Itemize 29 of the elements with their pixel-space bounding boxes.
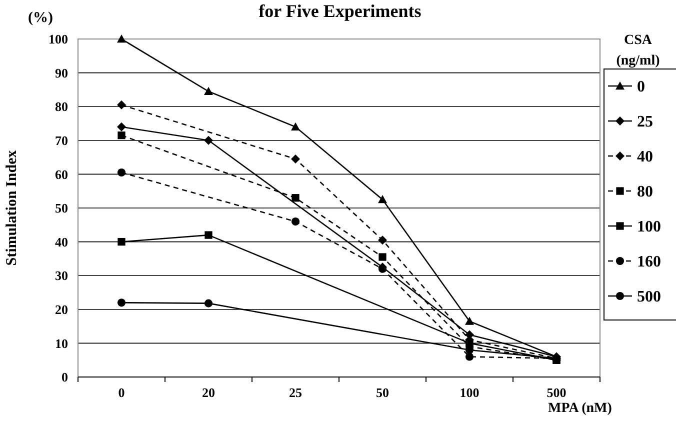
legend-label: 100: [637, 218, 661, 236]
legend-title: CSA (ng/ml): [616, 33, 660, 68]
x-tick-label: 100: [460, 385, 480, 400]
x-tick-label: 25: [289, 385, 302, 400]
legend-label: 160: [637, 254, 661, 271]
y-axis-title: Stimulation Index: [4, 150, 20, 266]
y-tick-label: 90: [55, 65, 68, 80]
legend-label: 500: [637, 288, 661, 306]
legend-label: 80: [637, 184, 653, 201]
y-tick-label: 50: [55, 200, 68, 216]
legend-label: 0: [637, 78, 645, 96]
legend-label: 40: [637, 148, 653, 166]
legend-label: 25: [637, 114, 653, 131]
x-axis-title: MPA (nM): [548, 401, 612, 416]
y-tick-label: 60: [55, 166, 68, 182]
x-tick-label: 0: [118, 385, 125, 400]
x-tick-label: 500: [546, 385, 566, 400]
chart-title: for Five Experiments: [258, 1, 422, 21]
y-tick-label: 100: [48, 32, 68, 47]
y-tick-label: 10: [55, 336, 68, 351]
y-tick-label: 80: [55, 99, 68, 114]
text: (%): [28, 10, 53, 26]
y-tick-label: 70: [55, 132, 68, 148]
x-tick-label: 20: [202, 385, 215, 400]
y-tick-label: 20: [55, 302, 68, 317]
y-tick-label: 0: [62, 370, 68, 385]
x-tick-label: 50: [376, 385, 389, 400]
y-tick-label: 40: [55, 234, 68, 250]
y-tick-label: 30: [55, 268, 68, 284]
